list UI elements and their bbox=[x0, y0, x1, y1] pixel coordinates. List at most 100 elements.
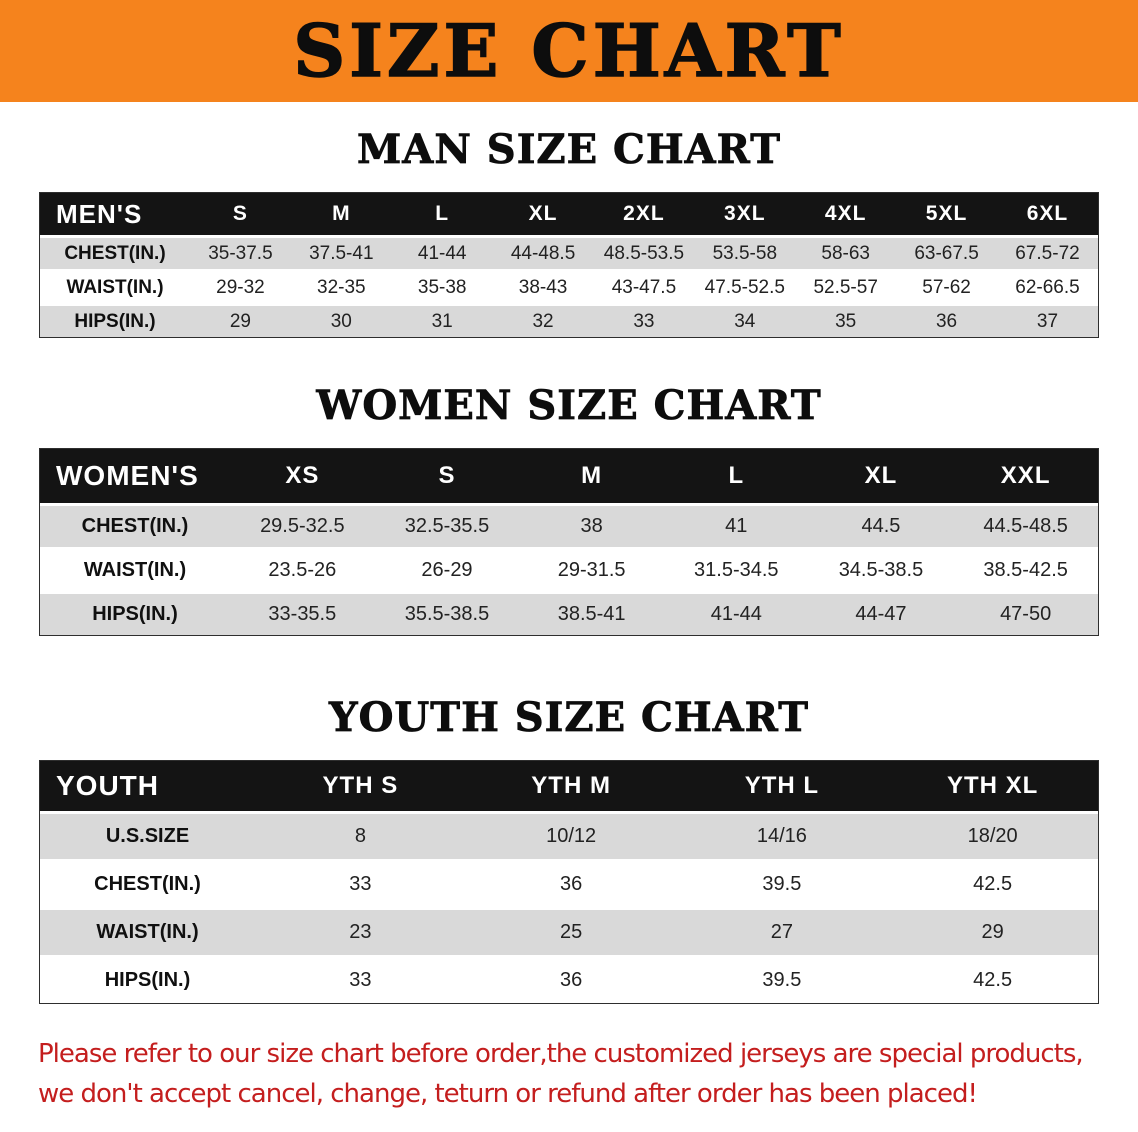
size-value: 44.5 bbox=[808, 506, 954, 547]
size-value: 41-44 bbox=[391, 238, 493, 269]
size-value: 47.5-52.5 bbox=[694, 272, 796, 303]
size-value: 33 bbox=[255, 862, 466, 907]
page-title: SIZE CHART bbox=[292, 8, 845, 93]
size-column-header: YTH L bbox=[676, 761, 888, 811]
measurement-label: WAIST(IN.) bbox=[40, 550, 230, 591]
size-value: 44-48.5 bbox=[492, 238, 594, 269]
measurement-label: HIPS(IN.) bbox=[40, 594, 230, 635]
size-value: 32.5-35.5 bbox=[374, 506, 520, 547]
women-size-table: WOMEN'S XS S M L XL XXL CHEST(IN.) 29.5-32.5 32.5… bbox=[40, 449, 1098, 635]
size-value: 38.5-41 bbox=[519, 594, 664, 635]
size-column-header: S bbox=[190, 193, 291, 235]
size-value: 37.5-41 bbox=[290, 238, 392, 269]
measurement-row: WAIST(IN.) 23.5-26 26-29 29-31.5 31.5-34.5 34… bbox=[40, 550, 1098, 591]
measurement-row: CHEST(IN.) 35-37.5 37.5-41 41-44 44-48.5 48.5… bbox=[40, 238, 1098, 269]
size-value: 44-47 bbox=[808, 594, 954, 635]
size-value: 34 bbox=[694, 306, 796, 337]
men-size-section: MAN SIZE CHART MEN'S S M L XL 2XL 3XL 4XL 5XL 6XL… bbox=[0, 126, 1138, 338]
size-value: 38-43 bbox=[492, 272, 594, 303]
size-value: 57-62 bbox=[896, 272, 997, 303]
youth-size-table: YOUTH YTH S YTH M YTH L YTH XL U.S.SIZE 8 10/12… bbox=[40, 761, 1098, 1003]
size-value: 32-35 bbox=[290, 272, 392, 303]
measurement-label: HIPS(IN.) bbox=[40, 958, 255, 1003]
size-value: 33 bbox=[255, 958, 466, 1003]
table-title-cell: MEN'S bbox=[40, 193, 190, 235]
size-column-header: 6XL bbox=[997, 193, 1098, 235]
size-column-header: 2XL bbox=[593, 193, 695, 235]
size-column-header: YTH S bbox=[255, 761, 466, 811]
measurement-label: CHEST(IN.) bbox=[40, 862, 255, 907]
size-value: 39.5 bbox=[676, 862, 888, 907]
size-value: 41 bbox=[663, 506, 809, 547]
women-size-table-wrap: WOMEN'S XS S M L XL XXL CHEST(IN.) 29.5-32.5 32.5… bbox=[39, 448, 1099, 636]
size-value: 31 bbox=[391, 306, 493, 337]
size-value: 26-29 bbox=[374, 550, 520, 591]
size-column-header: XL bbox=[808, 449, 954, 503]
measurement-label: WAIST(IN.) bbox=[40, 272, 190, 303]
size-value: 42.5 bbox=[887, 958, 1098, 1003]
size-column-header: XS bbox=[230, 449, 375, 503]
measurement-row: HIPS(IN.) 29 30 31 32 33 34 35 36 37 bbox=[40, 306, 1098, 337]
size-column-header: L bbox=[663, 449, 809, 503]
size-value: 36 bbox=[465, 958, 677, 1003]
size-value: 63-67.5 bbox=[896, 238, 997, 269]
size-value: 36 bbox=[896, 306, 997, 337]
measurement-label: CHEST(IN.) bbox=[40, 238, 190, 269]
size-value: 44.5-48.5 bbox=[953, 506, 1098, 547]
disclaimer-line-1: Please refer to our size chart before or… bbox=[38, 1039, 1084, 1069]
size-column-header: M bbox=[519, 449, 664, 503]
size-value: 58-63 bbox=[795, 238, 897, 269]
size-column-header: 4XL bbox=[795, 193, 897, 235]
size-value: 23 bbox=[255, 910, 466, 955]
size-value: 25 bbox=[465, 910, 677, 955]
disclaimer-line-2: we don't accept cancel, change, teturn o… bbox=[38, 1079, 978, 1110]
measurement-label: U.S.SIZE bbox=[40, 814, 255, 859]
measurement-row: WAIST(IN.) 23 25 27 29 bbox=[40, 910, 1098, 955]
men-size-table: MEN'S S M L XL 2XL 3XL 4XL 5XL 6XL CHEST(IN.) 35-37… bbox=[40, 193, 1098, 337]
measurement-row: CHEST(IN.) 33 36 39.5 42.5 bbox=[40, 862, 1098, 907]
size-value: 47-50 bbox=[953, 594, 1098, 635]
measurement-row: CHEST(IN.) 29.5-32.5 32.5-35.5 38 41 44.5 44.5… bbox=[40, 506, 1098, 547]
size-value: 33-35.5 bbox=[230, 594, 375, 635]
table-title-cell: YOUTH bbox=[40, 761, 255, 811]
size-value: 67.5-72 bbox=[997, 238, 1098, 269]
size-value: 32 bbox=[492, 306, 594, 337]
measurement-row: WAIST(IN.) 29-32 32-35 35-38 38-43 43-47.5 47.… bbox=[40, 272, 1098, 303]
size-value: 35.5-38.5 bbox=[374, 594, 520, 635]
size-value: 29-31.5 bbox=[519, 550, 664, 591]
size-value: 23.5-26 bbox=[230, 550, 375, 591]
size-value: 30 bbox=[290, 306, 392, 337]
size-value: 42.5 bbox=[887, 862, 1098, 907]
size-value: 37 bbox=[997, 306, 1098, 337]
size-value: 52.5-57 bbox=[795, 272, 897, 303]
size-value: 48.5-53.5 bbox=[593, 238, 695, 269]
size-value: 33 bbox=[593, 306, 695, 337]
size-value: 18/20 bbox=[887, 814, 1098, 859]
size-value: 53.5-58 bbox=[694, 238, 796, 269]
size-value: 29.5-32.5 bbox=[230, 506, 375, 547]
size-value: 38.5-42.5 bbox=[953, 550, 1098, 591]
men-size-table-wrap: MEN'S S M L XL 2XL 3XL 4XL 5XL 6XL CHEST(IN.) 35-37… bbox=[39, 192, 1099, 338]
measurement-row: HIPS(IN.) 33-35.5 35.5-38.5 38.5-41 41-44 44-… bbox=[40, 594, 1098, 635]
header-row: YOUTH YTH S YTH M YTH L YTH XL bbox=[40, 761, 1098, 811]
size-value: 29 bbox=[887, 910, 1098, 955]
size-column-header: 3XL bbox=[694, 193, 796, 235]
measurement-label: HIPS(IN.) bbox=[40, 306, 190, 337]
size-value: 43-47.5 bbox=[593, 272, 695, 303]
header-row: MEN'S S M L XL 2XL 3XL 4XL 5XL 6XL bbox=[40, 193, 1098, 235]
size-column-header: S bbox=[374, 449, 520, 503]
size-value: 38 bbox=[519, 506, 664, 547]
table-title-cell: WOMEN'S bbox=[40, 449, 230, 503]
size-value: 29-32 bbox=[190, 272, 291, 303]
size-value: 29 bbox=[190, 306, 291, 337]
size-value: 14/16 bbox=[676, 814, 888, 859]
size-value: 8 bbox=[255, 814, 466, 859]
measurement-row: U.S.SIZE 8 10/12 14/16 18/20 bbox=[40, 814, 1098, 859]
size-value: 35-38 bbox=[391, 272, 493, 303]
measurement-label: CHEST(IN.) bbox=[40, 506, 230, 547]
youth-section-heading: YOUTH SIZE CHART bbox=[329, 694, 809, 742]
women-size-section: WOMEN SIZE CHART WOMEN'S XS S M L XL XXL CHEST(… bbox=[0, 382, 1138, 636]
size-value: 31.5-34.5 bbox=[663, 550, 809, 591]
size-column-header: 5XL bbox=[896, 193, 997, 235]
men-section-heading: MAN SIZE CHART bbox=[357, 126, 781, 174]
